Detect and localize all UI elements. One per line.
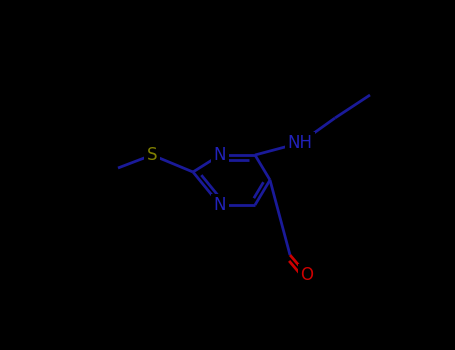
Text: NH: NH — [288, 134, 313, 152]
Text: S: S — [147, 146, 157, 164]
Text: N: N — [214, 146, 226, 164]
Text: O: O — [300, 266, 313, 284]
Text: N: N — [214, 196, 226, 214]
